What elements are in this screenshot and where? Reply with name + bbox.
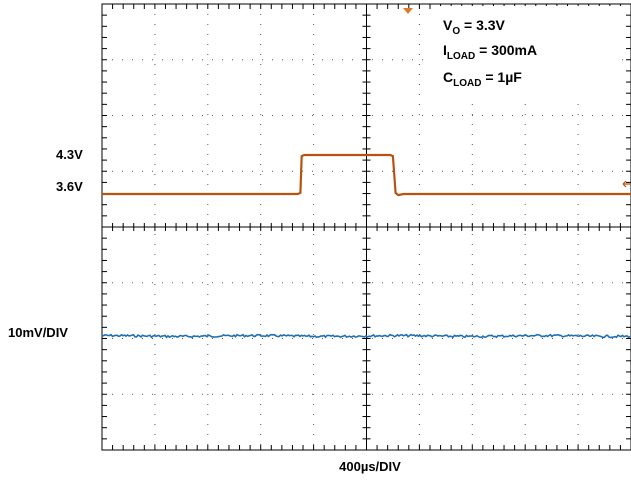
annotation-iload: ILOAD = 300mA — [443, 42, 537, 62]
x-axis-label: 400µs/DIV — [339, 459, 401, 474]
traces — [101, 153, 631, 339]
annotation-vo-sub: O — [452, 26, 460, 37]
annotation-cload-main: C — [443, 69, 453, 85]
trace-output-ripple — [101, 333, 631, 339]
y-label-3-6v: 3.6V — [56, 179, 83, 194]
annotation-cload: CLOAD = 1µF — [443, 69, 522, 89]
trigger-marker-icon — [403, 8, 413, 14]
annotation-cload-rest: = 1µF — [481, 69, 522, 85]
annotation-iload-sub: LOAD — [447, 51, 475, 62]
y-label-4-3v: 4.3V — [56, 147, 83, 162]
annotation-vo: VO = 3.3V — [443, 17, 506, 37]
reference-arrow-icon — [622, 180, 631, 188]
annotation-iload-rest: = 300mA — [475, 42, 537, 58]
annotation-vo-main: V — [443, 17, 453, 33]
y-label-10mv-div: 10mV/DIV — [8, 325, 68, 340]
annotation-iload-main: I — [443, 42, 447, 58]
trace-input-voltage — [102, 153, 631, 197]
annotation-background — [432, 6, 622, 98]
annotation-cload-sub: LOAD — [453, 78, 481, 89]
annotation-vo-rest: = 3.3V — [460, 17, 505, 33]
